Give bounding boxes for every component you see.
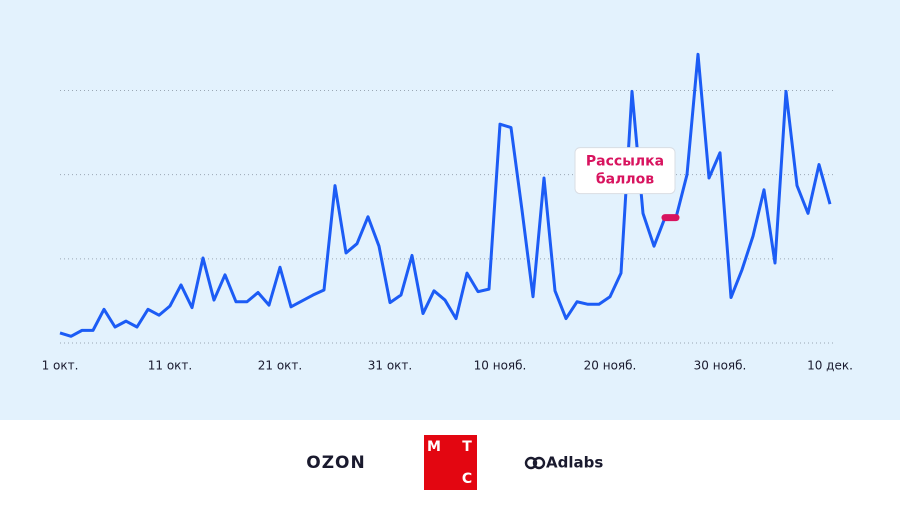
chart-background <box>0 0 900 420</box>
x-tick-label: 10 нояб. <box>474 359 527 373</box>
annotation-text: баллов <box>596 172 654 188</box>
ozon-logo: OZON <box>306 453 365 473</box>
plot: 1 окт. 11 окт. 21 окт. 31 окт. 10 нояб. 20 но… <box>42 52 853 373</box>
mts-logo <box>424 435 477 490</box>
line <box>59 52 832 338</box>
x-tick-label: 31 окт. <box>368 359 412 373</box>
adlabs-icon <box>532 456 546 470</box>
x-tick-label: 10 дек. <box>807 359 853 373</box>
x-tick-label: 21 окт. <box>258 359 302 373</box>
mts-letter: М <box>427 439 441 455</box>
x-tick-label: 20 нояб. <box>584 359 637 373</box>
x-tick-label: 1 окт. <box>42 359 79 373</box>
adlabs-icon <box>524 456 538 470</box>
x-tick-label: 11 окт. <box>148 359 192 373</box>
annotation-box <box>574 147 676 195</box>
annotation-text: Рассылка <box>586 154 664 170</box>
mts-letter: С <box>462 471 472 487</box>
x-tick-label: 30 нояб. <box>694 359 747 373</box>
mts-letter: Т <box>462 439 472 455</box>
adlabs-logo: Adlabs <box>546 454 603 472</box>
